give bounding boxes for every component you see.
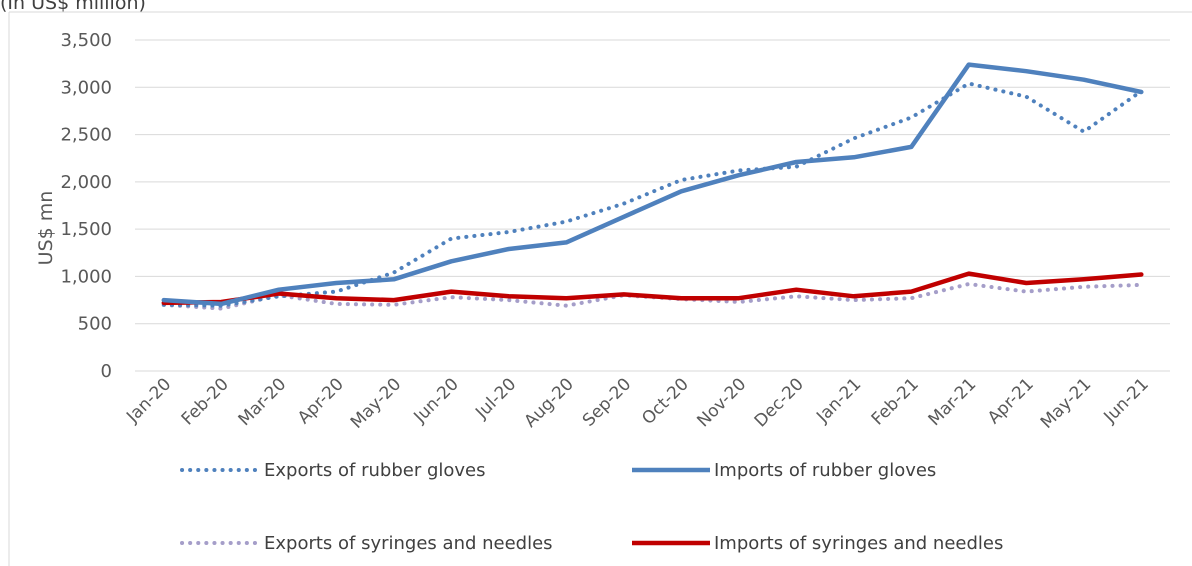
y-tick-label: 1,000 xyxy=(60,266,112,287)
series-line-imports-of-syringes-and-needles xyxy=(161,271,1144,306)
x-tick-label: Jun-21 xyxy=(1100,374,1153,427)
x-tick-label: Feb-21 xyxy=(868,374,923,429)
legend-label: Imports of syringes and needles xyxy=(714,533,1003,554)
x-axis-ticks: Jan-20 Feb-20 Mar-20 Apr-20 May-20 Jun-20 Jul-… xyxy=(122,374,1153,432)
y-tick-label: 500 xyxy=(78,314,112,335)
legend: Exports of rubber gloves Imports of rubbe… xyxy=(180,460,1003,554)
y-tick-label: 2,000 xyxy=(60,172,112,193)
x-tick-label: Oct-20 xyxy=(638,374,693,429)
y-tick-label: 3,500 xyxy=(60,30,112,51)
x-tick-label: Mar-20 xyxy=(235,374,291,430)
series-line-exports-of-rubber-gloves xyxy=(161,81,1144,308)
x-tick-label: Sep-20 xyxy=(579,374,635,430)
y-tick-label: 1,500 xyxy=(60,219,112,240)
y-tick-label: 2,500 xyxy=(60,125,112,146)
x-tick-label: Apr-20 xyxy=(294,374,348,428)
x-tick-label: Jan-20 xyxy=(122,374,175,427)
x-tick-label: Nov-20 xyxy=(693,374,750,431)
series-lines xyxy=(161,62,1144,311)
x-tick-label: May-20 xyxy=(347,374,405,432)
y-tick-label: 0 xyxy=(101,361,112,382)
legend-label: Imports of rubber gloves xyxy=(714,460,936,481)
x-tick-label: Jan-21 xyxy=(812,374,865,427)
x-tick-label: May-21 xyxy=(1037,374,1095,432)
y-axis-ticks: 0 500 1,000 1,500 2,000 2,500 3,000 3,500 xyxy=(60,30,112,382)
legend-label: Exports of syringes and needles xyxy=(264,533,553,554)
legend-label: Exports of rubber gloves xyxy=(264,460,486,481)
y-tick-label: 3,000 xyxy=(60,77,112,98)
y-axis-label: US$ mn xyxy=(35,191,57,266)
x-tick-label: Jun-20 xyxy=(410,374,463,427)
x-tick-label: Feb-20 xyxy=(178,374,233,429)
x-tick-label: Jul-20 xyxy=(471,374,520,423)
units-note: (In US$ million) xyxy=(0,0,146,14)
x-tick-label: Apr-21 xyxy=(984,374,1038,428)
series-line-imports-of-rubber-gloves xyxy=(161,62,1144,307)
gridlines xyxy=(135,39,1170,372)
x-tick-label: Aug-20 xyxy=(521,374,578,431)
x-tick-label: Dec-20 xyxy=(751,374,808,431)
x-tick-label: Mar-21 xyxy=(925,374,981,430)
